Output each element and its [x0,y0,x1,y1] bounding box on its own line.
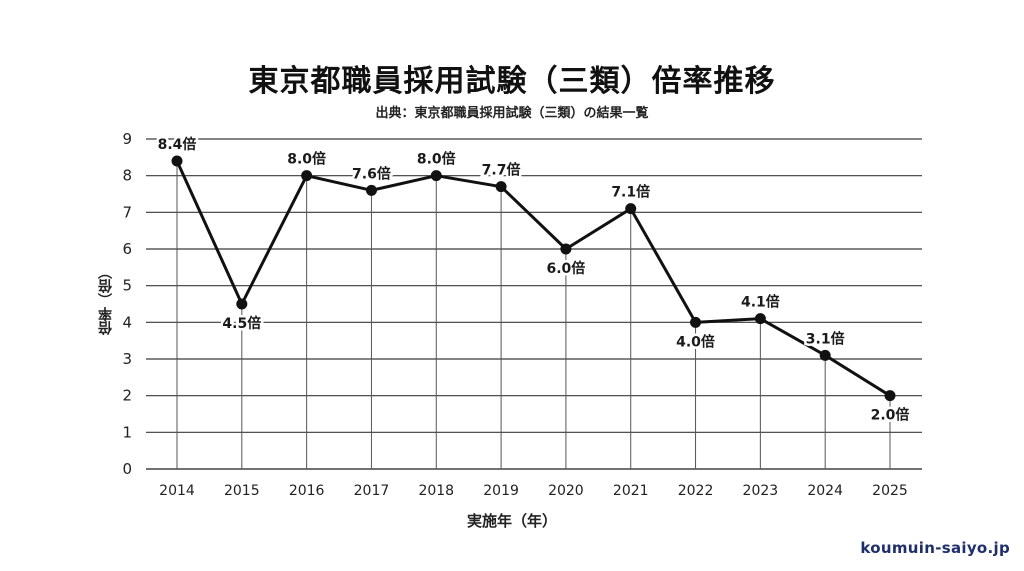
data-point-2018 [430,170,442,182]
data-point-2023 [754,313,766,325]
data-label-2020: 6.0倍 [547,260,586,277]
data-label-2024: 3.1倍 [806,330,845,347]
x-tick-label: 2015 [224,483,260,499]
data-label-2019: 7.7倍 [482,162,521,179]
x-axis-label: 実施年（年） [466,512,557,530]
y-tick-label: 6 [122,240,132,258]
y-tick-label: 1 [122,423,132,441]
data-point-2019 [495,181,507,193]
data-point-2021 [625,203,637,215]
data-label-2017: 7.6倍 [352,165,391,182]
x-tick-label: 2023 [743,483,779,499]
y-tick-label: 9 [122,130,132,148]
y-tick-label: 7 [122,203,132,221]
data-point-2020 [560,243,572,255]
data-label-2025: 2.0倍 [871,407,910,424]
series-line [175,160,891,397]
data-label-2016: 8.0倍 [287,151,326,168]
x-tick-label: 2022 [678,483,714,499]
x-tick-label: 2017 [354,483,390,499]
y-tick-label: 3 [122,350,132,368]
data-labels: 8.4倍 4.5倍 8.0倍 7.6倍 8.0倍 7.7倍 6.0倍 7.1倍 4.0倍 4.1倍… [155,134,912,427]
site-watermark: koumuin-saiyo.jp [860,539,1010,557]
x-tick-label: 2025 [872,483,908,499]
x-tick-label: 2019 [483,483,519,499]
y-tick-label: 4 [122,313,132,331]
data-point-2014 [171,155,183,167]
x-tick-label: 2018 [418,483,454,499]
data-points [171,155,896,402]
y-axis-label: 倍率（倍） [98,265,114,335]
y-tick-label: 8 [122,167,132,185]
chart-subtitle: 出典：東京都職員採用試験（三類）の結果一覧 [375,106,649,121]
data-point-2017 [365,184,377,196]
x-tick-label: 2016 [289,483,325,499]
vertical-gridlines [176,161,891,469]
x-tick-label: 2024 [807,483,843,499]
y-axis-ticks: 0 1 2 3 4 5 6 7 8 9 [122,130,132,478]
data-point-2025 [884,390,896,402]
data-label-2015: 4.5倍 [222,315,261,332]
x-tick-label: 2021 [613,483,649,499]
data-point-2015 [236,298,248,310]
horizontal-gridlines [146,138,922,470]
chart-title: 東京都職員採用試験（三類）倍率推移 [248,64,776,99]
data-label-2023: 4.1倍 [741,294,780,311]
data-point-2022 [690,316,702,328]
x-axis-ticks: 2014 2015 2016 2017 2018 2019 2020 2021 2022 2023… [159,483,908,499]
data-label-2022: 4.0倍 [676,333,715,350]
data-label-2021: 7.1倍 [611,184,650,201]
data-label-2014: 8.4倍 [158,136,197,153]
x-tick-label: 2014 [159,483,195,499]
data-point-2016 [301,170,313,182]
data-label-2018: 8.0倍 [417,151,456,168]
y-tick-label: 0 [122,460,132,478]
y-tick-label: 2 [122,387,132,405]
data-point-2024 [819,349,831,361]
y-tick-label: 5 [122,277,132,295]
x-tick-label: 2020 [548,483,584,499]
